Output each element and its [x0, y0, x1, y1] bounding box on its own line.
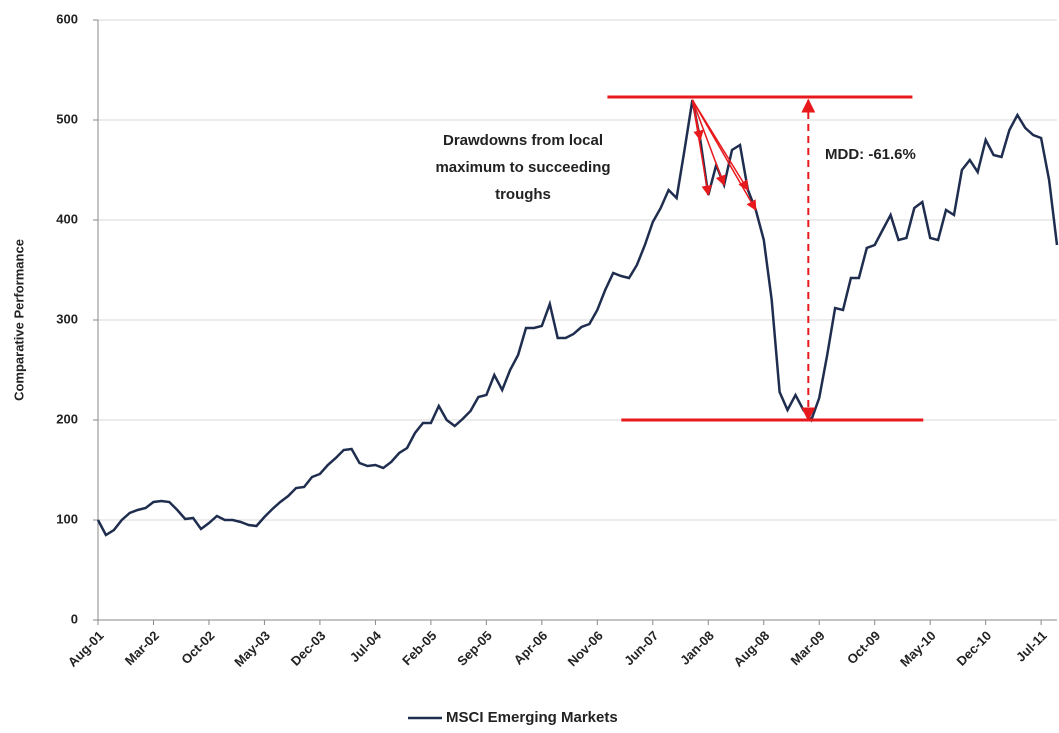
x-tick-label: Apr-06: [511, 628, 551, 668]
x-tick-label: Nov-06: [565, 628, 606, 669]
x-tick-label: Oct-02: [178, 628, 217, 667]
data-line: [96, 99, 1059, 537]
x-tick-label: Dec-03: [288, 628, 329, 669]
y-axis-label: Comparative Performance: [11, 239, 26, 401]
y-tick-label: 300: [56, 311, 78, 326]
x-tick-label: Jul-11: [1013, 628, 1050, 665]
y-tick-label: 500: [56, 111, 78, 126]
drawdown-arrow: [691, 99, 712, 197]
x-tick-label: Jun-07: [621, 628, 661, 668]
annotation-text: troughs: [495, 186, 551, 203]
x-tick-label: Mar-02: [122, 628, 162, 668]
x-tick-label: Sep-05: [454, 628, 495, 669]
y-tick-label: 0: [71, 611, 78, 626]
legend-label: MSCI Emerging Markets: [446, 709, 618, 726]
x-tick-label: May-10: [897, 628, 939, 670]
x-tick-label: Jan-08: [677, 628, 717, 668]
y-tick-label: 600: [56, 11, 78, 26]
y-tick-label: 400: [56, 211, 78, 226]
x-tick-label: Oct-09: [844, 628, 883, 667]
drawdown-arrow: [691, 99, 726, 186]
y-tick-label: 200: [56, 411, 78, 426]
x-tick-label: Aug-01: [65, 628, 107, 670]
annotation-text: maximum to succeeding: [435, 159, 610, 176]
y-tick-label: 100: [56, 511, 78, 526]
x-tick-label: May-03: [231, 628, 273, 670]
x-tick-label: Jul-04: [347, 627, 385, 665]
x-tick-label: Aug-08: [731, 628, 773, 670]
x-tick-label: Mar-09: [788, 628, 828, 668]
x-tick-label: Dec-10: [953, 628, 994, 669]
x-tick-label: Feb-05: [399, 628, 439, 668]
mdd-label: MDD: -61.6%: [825, 146, 916, 163]
annotation-text: Drawdowns from local: [443, 132, 603, 149]
drawdown-arrow: [691, 99, 757, 211]
